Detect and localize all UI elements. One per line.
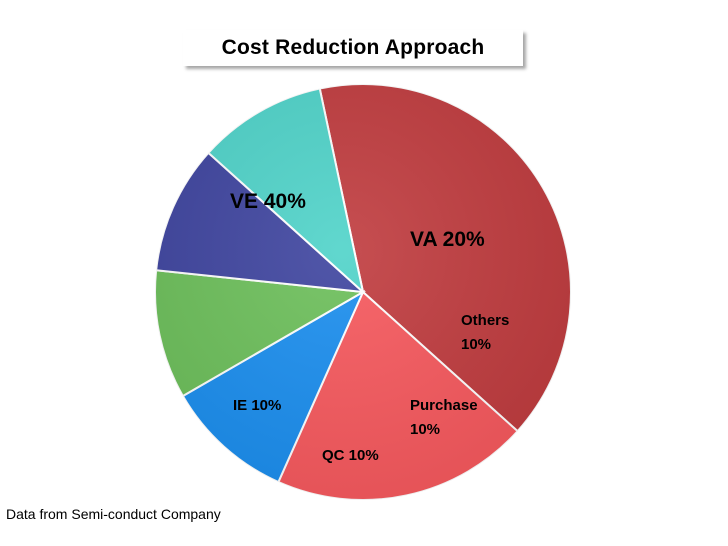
slice-label-purchase: Purchase 10%: [410, 397, 478, 438]
slice-label-others: Others 10%: [461, 312, 509, 353]
slice-label-line: 10%: [461, 336, 491, 353]
slice-label-line: Purchase: [410, 397, 478, 414]
slice-label-line: 10%: [410, 421, 440, 438]
slice-label-line: VE 40%: [230, 190, 306, 213]
slice-label-line: QC 10%: [322, 447, 379, 464]
slice-label-ie: IE 10%: [233, 397, 281, 414]
slice-label-ve: VE 40%: [230, 190, 306, 213]
chart-title: Cost Reduction Approach: [183, 30, 523, 66]
slice-label-line: VA 20%: [410, 228, 485, 251]
slice-label-va: VA 20%: [410, 228, 485, 251]
source-note: Data from Semi-conduct Company: [6, 506, 221, 522]
slice-label-qc: QC 10%: [322, 447, 379, 464]
slice-label-line: IE 10%: [233, 397, 281, 414]
slice-label-line: Others: [461, 312, 509, 329]
